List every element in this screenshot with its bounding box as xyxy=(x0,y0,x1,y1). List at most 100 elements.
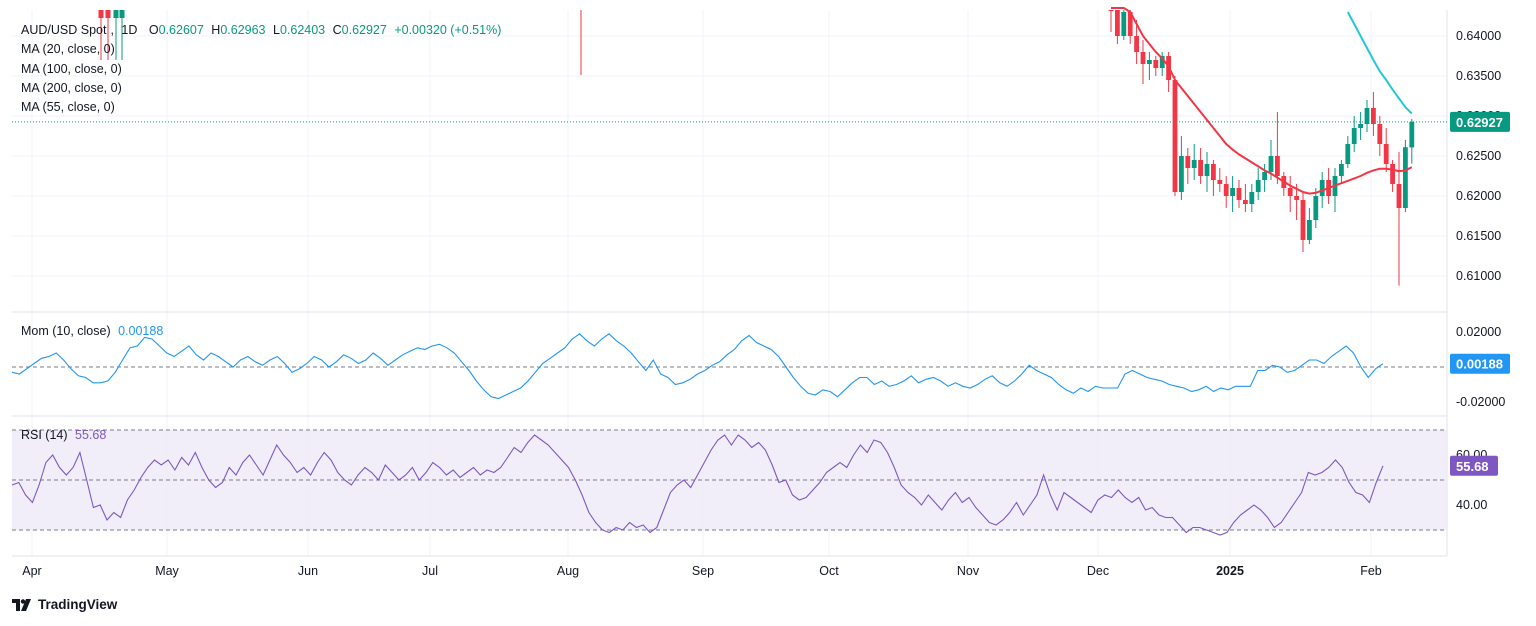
candle-body xyxy=(1185,156,1191,168)
candle-body xyxy=(1409,121,1415,148)
history-candle-1 xyxy=(105,10,111,18)
high-value: 0.62963 xyxy=(220,23,266,37)
ma20-legend: MA (20, close, 0) xyxy=(21,42,115,56)
candle-body xyxy=(1345,144,1351,164)
mom-legend: Mom (10, close) 0.00188 xyxy=(21,324,167,338)
time-tick-label: Oct xyxy=(819,564,839,578)
tradingview-brand: TradingView xyxy=(38,597,118,612)
last-price-badge xyxy=(1450,111,1510,132)
mom-tick-label: -0.02000 xyxy=(1456,395,1505,409)
symbol-label: AUD/USD Spot xyxy=(21,23,107,37)
rsi-label: RSI (14) xyxy=(21,428,68,442)
candle-body xyxy=(1179,156,1184,192)
candle-body xyxy=(1262,172,1267,180)
candle-body xyxy=(1140,52,1146,64)
mom-value: 0.00188 xyxy=(118,324,164,338)
mom-line xyxy=(11,333,1384,400)
time-tick-label: Dec xyxy=(1087,564,1109,578)
price-axis: 0.640000.635000.630000.625000.620000.615… xyxy=(12,29,1510,283)
time-axis: Apr May Jun Jul Aug Sep Oct Nov Dec 2025 Feb xyxy=(22,564,1382,578)
moving-average-lines xyxy=(1111,7,1413,195)
candle-body xyxy=(1159,56,1165,68)
candle-body xyxy=(1377,124,1383,144)
candle-body xyxy=(1211,164,1216,180)
candle-body xyxy=(1243,200,1248,204)
price-tick-label: 0.64000 xyxy=(1456,29,1501,43)
time-tick-label: Jun xyxy=(298,564,318,578)
candle-body xyxy=(1300,200,1306,240)
interval-label: 1D xyxy=(121,23,138,37)
tradingview-logo-icon xyxy=(12,598,31,611)
ma100-legend: MA (100, close, 0) xyxy=(21,62,122,76)
momentum-panel: 0.02000 -0.02000 0.00188 xyxy=(11,325,1510,409)
time-tick-label: Apr xyxy=(22,564,41,578)
candle-body xyxy=(1351,128,1357,144)
candle-body xyxy=(1307,220,1312,240)
candle-body xyxy=(1230,188,1235,196)
grid-lines xyxy=(12,10,1447,556)
candle-body xyxy=(1371,108,1376,124)
open-value: 0.62607 xyxy=(158,23,204,37)
time-tick-label: 2025 xyxy=(1216,564,1244,578)
candle-body xyxy=(1217,180,1223,184)
candle-body xyxy=(1172,80,1178,192)
price-tick-label: 0.62000 xyxy=(1456,189,1501,203)
low-value: 0.62403 xyxy=(279,23,326,37)
time-tick-label: Sep xyxy=(692,564,714,578)
time-tick-label: Jul xyxy=(422,564,438,578)
candle-body xyxy=(1383,144,1389,164)
history-candle-0 xyxy=(98,10,104,18)
rsi-line xyxy=(11,434,1384,536)
price-tick-label: 0.61000 xyxy=(1456,269,1501,283)
rsi-legend: RSI (14) 55.68 xyxy=(21,428,110,442)
time-tick-label: May xyxy=(155,564,179,578)
close-value: 0.62927 xyxy=(341,23,387,37)
ma55-legend: MA (55, close, 0) xyxy=(21,100,115,114)
time-tick-label: Nov xyxy=(957,564,980,578)
history-candle-3 xyxy=(119,10,125,18)
ma20-line xyxy=(1111,7,1413,195)
main-legend-ohlc: AUD/USD Spot, 1D O0.62607 H0.62963 L0.62… xyxy=(21,23,502,37)
candle-body xyxy=(1134,36,1139,52)
history-candle-2 xyxy=(113,10,119,18)
candle-body xyxy=(1255,180,1261,192)
candle-body xyxy=(1223,184,1229,196)
candle-body xyxy=(1390,164,1395,184)
candle-body xyxy=(1153,60,1159,68)
mom-tick-label: 0.02000 xyxy=(1456,325,1501,339)
ma200-legend: MA (200, close, 0) xyxy=(21,81,122,95)
candle-body xyxy=(1364,108,1370,124)
candle-body xyxy=(1147,60,1152,64)
candle-body xyxy=(1268,156,1274,172)
candle-body xyxy=(1127,12,1133,36)
ma55-line xyxy=(1346,11,1413,115)
candle-body xyxy=(1121,12,1127,36)
candle-body xyxy=(1294,196,1299,200)
candle-body xyxy=(1313,196,1319,220)
last-price-label: 0.62927 xyxy=(1456,115,1503,130)
candle-body xyxy=(1108,10,1114,11)
tradingview-logo[interactable]: TradingView xyxy=(12,597,117,612)
time-tick-label: Feb xyxy=(1360,564,1382,578)
rsi-current-badge xyxy=(1450,455,1498,476)
candle-body xyxy=(1358,124,1363,128)
candle-body xyxy=(1339,164,1344,176)
candle-body xyxy=(1115,10,1120,36)
candle-body xyxy=(1204,164,1210,176)
time-tick-label: Aug xyxy=(557,564,579,578)
candle-body xyxy=(1403,147,1408,208)
candle-body xyxy=(1287,188,1293,196)
price-tick-label: 0.61500 xyxy=(1456,229,1501,243)
candle-body xyxy=(1319,180,1325,196)
rsi-tick-label: 40.00 xyxy=(1456,498,1487,512)
change-value: +0.00320 (+0.51%) xyxy=(394,23,502,37)
candle-body xyxy=(1275,156,1280,176)
candle-body xyxy=(1236,188,1242,200)
candle-body xyxy=(1396,184,1402,208)
rsi-value: 55.68 xyxy=(75,428,107,442)
rsi-current-label: 55.68 xyxy=(1456,459,1489,474)
candle-body xyxy=(1249,192,1255,204)
candle-body xyxy=(1198,160,1203,176)
price-tick-label: 0.62500 xyxy=(1456,149,1501,163)
